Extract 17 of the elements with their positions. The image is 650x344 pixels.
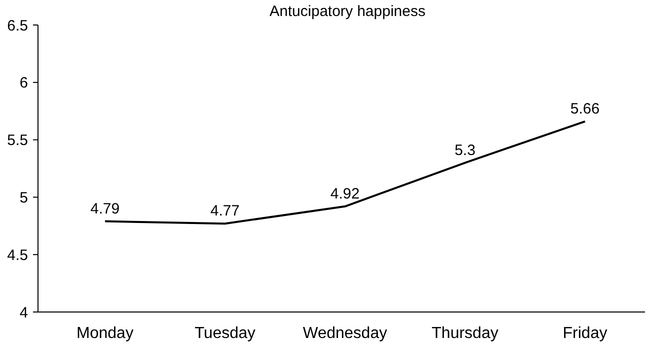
y-tick-label: 6 [20,74,28,92]
y-tick-label: 5.5 [7,132,28,150]
data-label: 5.3 [454,142,476,159]
x-tick-label: Wednesday [302,325,388,342]
x-tick-label: Tuesday [194,325,256,342]
data-label: 4.79 [90,200,120,218]
y-tick-label: 4 [20,304,28,322]
x-tick-label: Thursday [432,325,498,342]
y-tick-label: 5 [20,189,28,206]
chart-title: Antucipatory happiness [270,3,426,20]
y-tick-label: 6.5 [7,17,28,34]
data-label: 4.92 [330,185,360,202]
data-label: 5.66 [570,100,600,118]
y-tick-label: 4.5 [7,246,28,264]
x-tick-label: Friday [562,325,608,342]
x-tick-label: Monday [76,325,134,342]
data-label: 4.77 [210,202,240,220]
